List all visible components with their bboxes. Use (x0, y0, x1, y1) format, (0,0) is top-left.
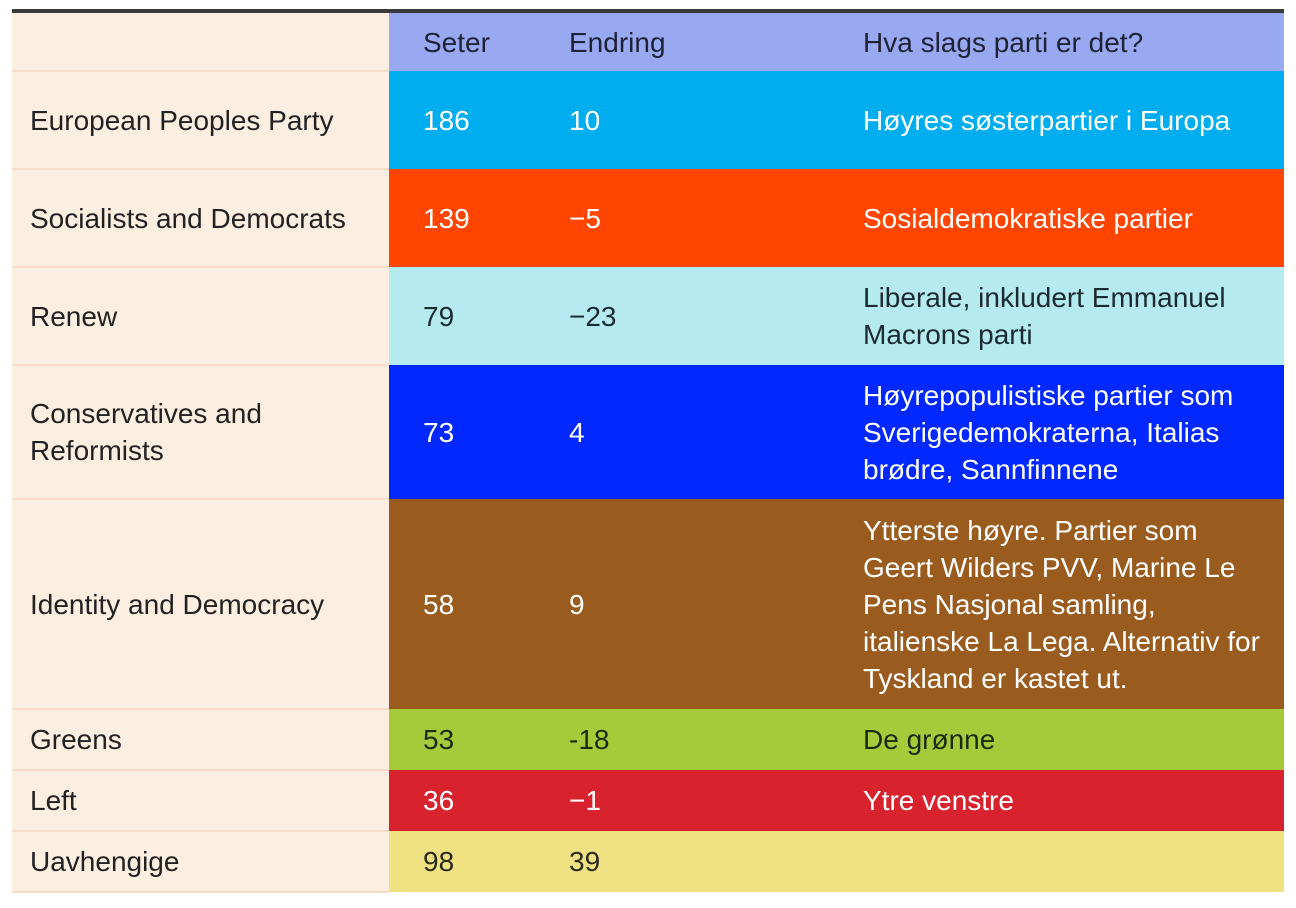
change-value: −5 (533, 169, 827, 267)
header-group (12, 13, 389, 72)
group-name: European Peoples Party (12, 71, 389, 170)
seats-value: 53 (389, 709, 533, 770)
header-row: Seter Endring Hva slags parti er det? (12, 13, 1284, 72)
seats-value: 73 (389, 365, 533, 499)
change-value: 9 (533, 499, 827, 709)
party-description: De grønne (827, 709, 1284, 770)
party-description: Sosialdemokratiske partier (827, 169, 1284, 267)
header-seats: Seter (389, 13, 533, 71)
table-row: European Peoples Party 186 10 Høyres søs… (12, 71, 1284, 170)
table-row: Conservatives and Reformists 73 4 Høyrep… (12, 365, 1284, 500)
party-description: Ytre venstre (827, 770, 1284, 831)
seats-value: 79 (389, 267, 533, 365)
header-change: Endring (533, 13, 827, 71)
group-name: Uavhengige (12, 831, 389, 893)
header-description: Hva slags parti er det? (827, 13, 1284, 71)
table-row: Identity and Democracy 58 9 Ytterste høy… (12, 499, 1284, 710)
group-name: Conservatives and Reformists (12, 365, 389, 500)
group-name: Renew (12, 267, 389, 366)
results-table-wrapper: Seter Endring Hva slags parti er det? Eu… (12, 9, 1284, 893)
table-row: Left 36 −1 Ytre venstre (12, 770, 1284, 832)
change-value: 10 (533, 71, 827, 169)
change-value: -18 (533, 709, 827, 770)
group-name: Identity and Democracy (12, 499, 389, 710)
group-name: Left (12, 770, 389, 832)
change-value: −1 (533, 770, 827, 831)
seats-value: 36 (389, 770, 533, 831)
table-row: Greens 53 -18 De grønne (12, 709, 1284, 771)
table-row: Socialists and Democrats 139 −5 Sosialde… (12, 169, 1284, 268)
party-description (827, 831, 1284, 892)
party-description: Liberale, inkludert Emmanuel Macrons par… (827, 267, 1284, 365)
party-description: Ytterste høyre. Partier som Geert Wilder… (827, 499, 1284, 709)
seats-value: 58 (389, 499, 533, 709)
seats-value: 98 (389, 831, 533, 892)
group-name: Greens (12, 709, 389, 771)
table-row: Renew 79 −23 Liberale, inkludert Emmanue… (12, 267, 1284, 366)
party-description: Høyrepopulistiske partier som Sverigedem… (827, 365, 1284, 499)
change-value: −23 (533, 267, 827, 365)
party-description: Høyres søsterpartier i Europa (827, 71, 1284, 169)
table-row: Uavhengige 98 39 (12, 831, 1284, 893)
group-name: Socialists and Democrats (12, 169, 389, 268)
results-table: Seter Endring Hva slags parti er det? Eu… (12, 13, 1284, 893)
change-value: 4 (533, 365, 827, 499)
seats-value: 139 (389, 169, 533, 267)
change-value: 39 (533, 831, 827, 892)
seats-value: 186 (389, 71, 533, 169)
